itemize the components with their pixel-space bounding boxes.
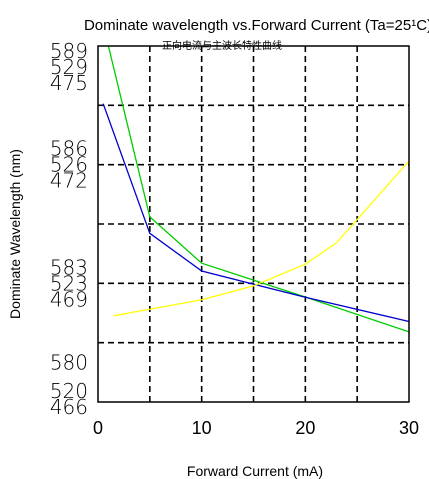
y-tick-label: 529	[50, 55, 88, 79]
y-tick-label: 472	[50, 169, 88, 193]
series-line-2	[102, 103, 410, 323]
series-line-1	[107, 45, 410, 333]
y-tick-label: 586	[50, 137, 88, 161]
x-tick-label: 0	[93, 418, 103, 438]
y-tick-label: 526	[50, 153, 88, 177]
y-tick-label: 589	[50, 39, 88, 63]
grid-lines	[98, 46, 409, 402]
x-axis-label: Forward Current (mA)	[187, 463, 323, 479]
y-tick-label: 583	[50, 255, 88, 279]
x-tick-label: 30	[399, 418, 419, 438]
x-tick-label: 10	[192, 418, 212, 438]
plot-frame	[97, 45, 410, 403]
y-tick-label: 523	[50, 271, 88, 295]
x-tick-label: 20	[295, 418, 315, 438]
y-tick-label: 466	[50, 395, 88, 419]
y-tick-label: 469	[50, 287, 88, 311]
x-tick-labels: 0 10 20 30	[93, 418, 419, 438]
series-lines	[102, 45, 410, 333]
y-tick-label: 520	[50, 379, 88, 403]
series-line-3	[113, 160, 410, 317]
chart-title: Dominate wavelength vs.Forward Current (…	[84, 17, 429, 34]
y-tick-label: 580	[50, 350, 88, 374]
y-axis-label: Dominate Wavelength (nm)	[7, 149, 23, 319]
y-tick-label: 475	[50, 71, 88, 95]
